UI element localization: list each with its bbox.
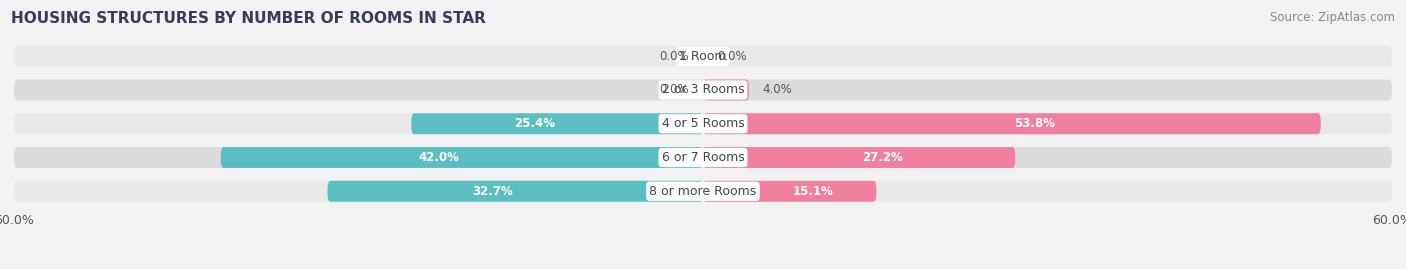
Text: 1 Room: 1 Room	[679, 50, 727, 63]
Text: HOUSING STRUCTURES BY NUMBER OF ROOMS IN STAR: HOUSING STRUCTURES BY NUMBER OF ROOMS IN…	[11, 11, 486, 26]
FancyBboxPatch shape	[703, 181, 876, 202]
FancyBboxPatch shape	[703, 147, 1015, 168]
Text: 15.1%: 15.1%	[792, 185, 834, 198]
Text: 8 or more Rooms: 8 or more Rooms	[650, 185, 756, 198]
Text: 0.0%: 0.0%	[659, 83, 689, 97]
FancyBboxPatch shape	[14, 46, 1392, 67]
FancyBboxPatch shape	[14, 181, 1392, 202]
FancyBboxPatch shape	[703, 80, 749, 100]
Text: 53.8%: 53.8%	[1014, 117, 1056, 130]
Text: 32.7%: 32.7%	[472, 185, 513, 198]
Text: 27.2%: 27.2%	[862, 151, 903, 164]
FancyBboxPatch shape	[328, 181, 703, 202]
Text: 2 or 3 Rooms: 2 or 3 Rooms	[662, 83, 744, 97]
Text: 42.0%: 42.0%	[419, 151, 460, 164]
FancyBboxPatch shape	[412, 113, 703, 134]
FancyBboxPatch shape	[703, 113, 1320, 134]
FancyBboxPatch shape	[221, 147, 703, 168]
Text: 0.0%: 0.0%	[717, 50, 747, 63]
Text: 4.0%: 4.0%	[762, 83, 793, 97]
Text: 25.4%: 25.4%	[513, 117, 555, 130]
FancyBboxPatch shape	[14, 113, 1392, 134]
FancyBboxPatch shape	[14, 80, 1392, 100]
Text: 4 or 5 Rooms: 4 or 5 Rooms	[662, 117, 744, 130]
Text: 6 or 7 Rooms: 6 or 7 Rooms	[662, 151, 744, 164]
Text: 0.0%: 0.0%	[659, 50, 689, 63]
FancyBboxPatch shape	[14, 147, 1392, 168]
Text: Source: ZipAtlas.com: Source: ZipAtlas.com	[1270, 11, 1395, 24]
